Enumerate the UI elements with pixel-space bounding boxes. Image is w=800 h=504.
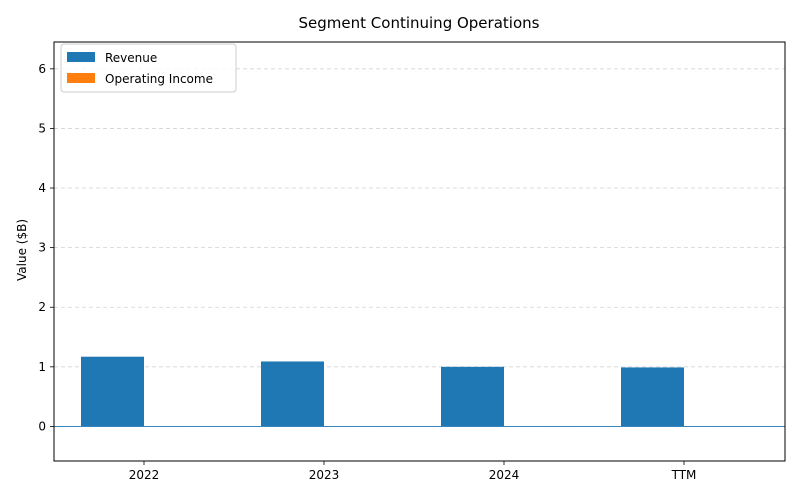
y-tick-label: 4 <box>38 181 46 195</box>
y-tick-label: 1 <box>38 360 46 374</box>
y-tick-label: 5 <box>38 121 46 135</box>
bar-revenue-ttm <box>621 367 684 427</box>
y-tick-label: 2 <box>38 300 46 314</box>
bars <box>81 356 684 427</box>
legend-box <box>60 43 237 93</box>
chart-title: Segment Continuing Operations <box>299 14 540 32</box>
bar-revenue-2024 <box>441 366 504 427</box>
x-tick-label: TTM <box>671 468 697 482</box>
bar-revenue-2023 <box>261 361 324 427</box>
bar-revenue-2022 <box>81 356 144 427</box>
legend-swatch <box>67 73 95 83</box>
legend-label: Operating Income <box>105 72 213 86</box>
y-tick-label: 3 <box>38 241 46 255</box>
legend-swatch <box>67 52 95 62</box>
x-tick-label: 2024 <box>489 468 520 482</box>
legend-label: Revenue <box>105 51 157 65</box>
x-tick-label: 2023 <box>309 468 340 482</box>
x-tick-label: 2022 <box>129 468 160 482</box>
y-tick-label: 6 <box>38 62 46 76</box>
y-axis-label: Value ($B) <box>15 219 29 281</box>
legend: Revenue Operating Income <box>60 43 237 93</box>
y-tick-label: 0 <box>38 419 46 433</box>
plot-frame <box>53 41 786 462</box>
axes: 0 1 2 3 4 5 6 2022 2023 2024 TTM <box>38 41 786 482</box>
